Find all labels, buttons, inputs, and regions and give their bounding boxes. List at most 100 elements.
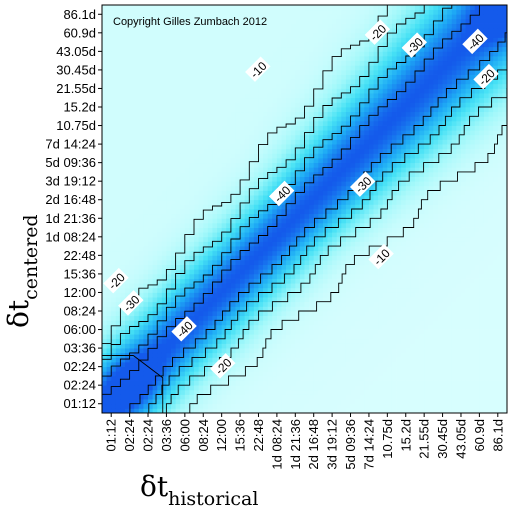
heatmap-cell	[258, 287, 264, 293]
heatmap-cell	[166, 366, 172, 372]
heatmap-cell	[226, 9, 232, 15]
heatmap-cell	[299, 213, 305, 219]
heatmap-cell	[134, 371, 140, 377]
heatmap-cell	[350, 125, 356, 131]
heatmap-cell	[299, 403, 305, 409]
heatmap-cell	[318, 250, 324, 256]
heatmap-cell	[244, 283, 250, 289]
heatmap-cell	[341, 14, 347, 20]
heatmap-cell	[152, 125, 158, 131]
heatmap-cell	[272, 334, 278, 340]
heatmap-cell	[235, 111, 241, 117]
heatmap-cell	[263, 292, 269, 298]
heatmap-cell	[295, 204, 301, 210]
heatmap-cell	[207, 195, 213, 201]
heatmap-cell	[102, 320, 107, 326]
heatmap-cell	[276, 246, 282, 252]
heatmap-cell	[226, 255, 232, 261]
heatmap-cell	[115, 185, 121, 191]
heatmap-cell	[359, 297, 365, 303]
heatmap-cell	[286, 357, 292, 363]
heatmap-cell	[309, 51, 315, 57]
heatmap-cell	[152, 399, 158, 405]
heatmap-cell	[341, 153, 347, 159]
heatmap-cell	[304, 204, 310, 210]
heatmap-cell	[161, 260, 167, 266]
heatmap-cell	[345, 204, 351, 210]
heatmap-cell	[322, 380, 328, 386]
heatmap-cell	[125, 69, 131, 75]
heatmap-cell	[355, 5, 361, 11]
heatmap-cell	[299, 380, 305, 386]
heatmap-cell	[166, 348, 172, 354]
heatmap-cell	[295, 190, 301, 196]
heatmap-cell	[258, 181, 264, 187]
heatmap-cell	[355, 264, 361, 270]
heatmap-cell	[267, 56, 273, 62]
heatmap-cell	[276, 158, 282, 164]
heatmap-cell	[198, 320, 204, 326]
heatmap-cell	[327, 195, 333, 201]
heatmap-cell	[157, 167, 163, 173]
heatmap-cell	[106, 28, 112, 34]
heatmap-cell	[171, 204, 177, 210]
heatmap-cell	[212, 116, 218, 122]
heatmap-cell	[171, 148, 177, 154]
heatmap-cell	[152, 162, 158, 168]
heatmap-cell	[350, 162, 356, 168]
heatmap-cell	[281, 375, 287, 381]
heatmap-cell	[327, 83, 333, 89]
heatmap-cell	[166, 171, 172, 177]
heatmap-cell	[249, 83, 255, 89]
heatmap-cell	[106, 292, 112, 298]
heatmap-cell	[240, 37, 246, 43]
heatmap-cell	[244, 241, 250, 247]
heatmap-cell	[341, 37, 347, 43]
heatmap-cell	[157, 227, 163, 233]
heatmap-cell	[281, 297, 287, 303]
heatmap-cell	[217, 51, 223, 57]
heatmap-cell	[336, 185, 342, 191]
heatmap-cell	[276, 329, 282, 335]
heatmap-cell	[148, 273, 154, 279]
heatmap-cell	[152, 65, 158, 71]
heatmap-cell	[171, 42, 177, 48]
heatmap-cell	[327, 97, 333, 103]
heatmap-cell	[175, 97, 181, 103]
heatmap-cell	[327, 348, 333, 354]
heatmap-cell	[129, 9, 135, 15]
heatmap-cell	[226, 269, 232, 275]
heatmap-cell	[290, 9, 296, 15]
heatmap-cell	[327, 352, 333, 358]
heatmap-cell	[203, 181, 209, 187]
heatmap-cell	[272, 389, 278, 395]
heatmap-cell	[345, 116, 351, 122]
heatmap-cell	[235, 185, 241, 191]
heatmap-cell	[355, 88, 361, 94]
heatmap-cell	[189, 9, 195, 15]
heatmap-cell	[304, 315, 310, 321]
heatmap-cell	[148, 403, 154, 409]
heatmap-cell	[304, 357, 310, 363]
heatmap-cell	[221, 97, 227, 103]
heatmap-cell	[281, 213, 287, 219]
heatmap-cell	[309, 88, 315, 94]
heatmap-cell	[355, 195, 361, 201]
heatmap-cell	[184, 139, 190, 145]
heatmap-cell	[194, 343, 200, 349]
heatmap-cell	[106, 371, 112, 377]
heatmap-cell	[235, 144, 241, 150]
heatmap-cell	[309, 9, 315, 15]
heatmap-cell	[327, 389, 333, 395]
heatmap-cell	[230, 130, 236, 136]
heatmap-cell	[194, 190, 200, 196]
heatmap-cell	[129, 315, 135, 321]
heatmap-cell	[295, 394, 301, 400]
heatmap-cell	[180, 213, 186, 219]
heatmap-cell	[345, 315, 351, 321]
heatmap-cell	[152, 134, 158, 140]
heatmap-cell	[355, 23, 361, 29]
heatmap-cell	[226, 408, 232, 413]
heatmap-cell	[313, 162, 319, 168]
heatmap-cell	[102, 185, 107, 191]
